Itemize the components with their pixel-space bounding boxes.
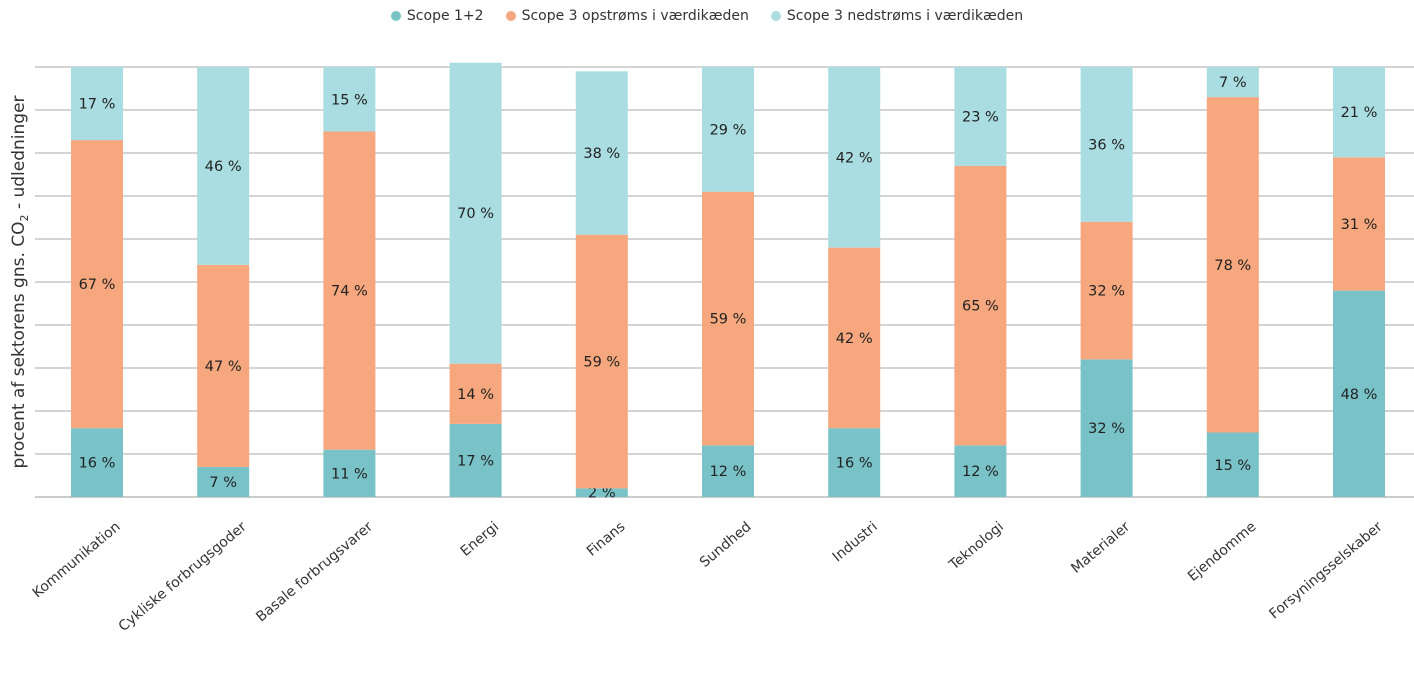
bar-segment — [954, 67, 1007, 166]
category-label: Industri — [830, 519, 881, 565]
data-label: 46 % — [205, 159, 242, 175]
legend-label: Scope 3 opstrøms i værdikæden — [521, 8, 749, 24]
data-label: 12 % — [962, 464, 999, 480]
data-label: 17 % — [79, 97, 116, 113]
bar-segment — [1080, 359, 1133, 497]
data-label: 11 % — [331, 466, 368, 482]
legend-item: Scope 1+2 — [390, 8, 484, 24]
bar-segment — [1206, 432, 1259, 497]
bar-segment — [1333, 290, 1385, 497]
bar-segment — [575, 71, 628, 235]
data-label: 70 % — [457, 206, 494, 222]
category-label: Materialer — [1068, 519, 1133, 577]
bar-segment — [575, 234, 628, 489]
data-label: 42 % — [836, 150, 873, 166]
bar-segment — [702, 191, 754, 446]
bar-segment — [1333, 157, 1385, 291]
data-label: 78 % — [1214, 258, 1251, 274]
category-label: Kommunikation — [30, 519, 124, 601]
bar-segment — [71, 67, 123, 141]
bar-segment — [1206, 67, 1259, 98]
data-label: 48 % — [1341, 387, 1378, 403]
legend-item: Scope 3 nedstrøms i værdikæden — [770, 8, 1024, 24]
data-label: 16 % — [79, 456, 116, 472]
data-label: 2 % — [588, 486, 616, 502]
data-label: 7 % — [1219, 75, 1247, 91]
data-label: 14 % — [457, 387, 494, 403]
bar-segment — [323, 67, 376, 132]
bar-segment — [449, 62, 502, 364]
data-label: 32 % — [1088, 284, 1125, 300]
data-label: 29 % — [710, 122, 747, 138]
legend-item: Scope 3 opstrøms i værdikæden — [505, 8, 749, 24]
data-label: 65 % — [962, 299, 999, 315]
data-label: 47 % — [205, 359, 242, 375]
category-label: Cykliske forbrugsgoder — [116, 519, 250, 635]
data-label: 15 % — [1214, 458, 1251, 474]
bar-segment — [954, 165, 1007, 446]
category-label: Forsyningsselskaber — [1266, 519, 1385, 623]
bar-segment — [197, 466, 250, 497]
bar-segment — [828, 247, 881, 429]
legend-swatch — [505, 11, 516, 21]
bar-segment — [1333, 67, 1385, 158]
data-label: 74 % — [331, 284, 368, 300]
bar-segment — [449, 363, 502, 424]
data-label: 23 % — [962, 109, 999, 125]
data-label: 12 % — [710, 464, 747, 480]
data-label: 16 % — [836, 456, 873, 472]
bar-segment — [1080, 67, 1133, 222]
bar-segment — [702, 67, 754, 192]
legend-swatch — [390, 11, 401, 21]
category-label: Basale forbrugsvarer — [253, 519, 376, 626]
category-label: Sundhed — [697, 519, 755, 571]
bar-segment — [71, 140, 123, 429]
data-label: 21 % — [1341, 105, 1378, 121]
bar-segment — [575, 488, 628, 497]
bar-segment — [71, 428, 123, 497]
bar-segment — [702, 445, 754, 497]
data-label: 67 % — [79, 277, 116, 293]
bar-segment — [954, 445, 1007, 497]
bar-segment — [1080, 221, 1133, 360]
bar-segment — [449, 423, 502, 497]
data-label: 59 % — [583, 355, 620, 371]
data-label: 38 % — [583, 146, 620, 162]
bar-segment — [323, 131, 376, 450]
data-label: 32 % — [1088, 421, 1125, 437]
data-label: 17 % — [457, 453, 494, 469]
bar-segment — [323, 449, 376, 497]
data-label: 59 % — [710, 312, 747, 328]
bar-segment — [1206, 97, 1259, 433]
data-label: 7 % — [209, 475, 237, 491]
bar-segment — [197, 264, 250, 467]
data-label: 36 % — [1088, 137, 1125, 153]
data-label: 31 % — [1341, 217, 1378, 233]
bar-segment — [828, 428, 881, 497]
legend-swatch — [770, 11, 781, 21]
category-label: Finans — [584, 519, 628, 560]
category-label: Teknologi — [946, 519, 1007, 574]
legend-label: Scope 3 nedstrøms i værdikæden — [786, 8, 1024, 24]
data-label: 15 % — [331, 92, 368, 108]
bar-segment — [828, 67, 881, 248]
data-label: 42 % — [836, 331, 873, 347]
category-label: Energi — [458, 519, 502, 560]
bar-segment — [197, 67, 250, 265]
category-label: Ejendomme — [1185, 519, 1259, 585]
legend-label: Scope 1+2 — [406, 8, 484, 24]
legend: Scope 1+2 Scope 3 opstrøms i værdikæden Sc… — [0, 8, 1414, 24]
